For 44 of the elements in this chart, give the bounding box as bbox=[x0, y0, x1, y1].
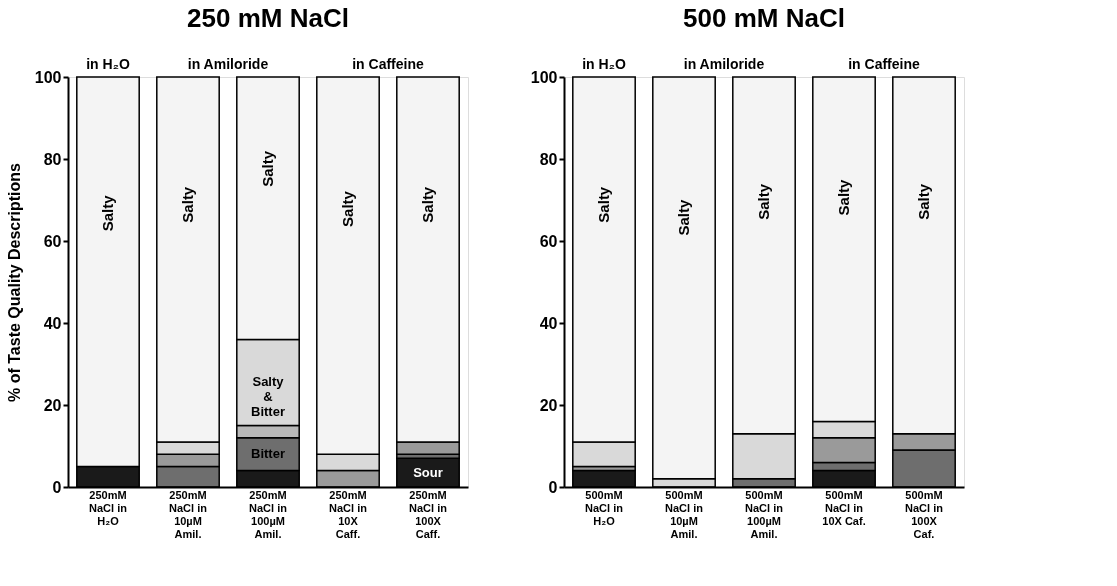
x-tick-label: 500mM NaCl in 10X Caf. bbox=[822, 488, 866, 527]
y-tick-label: 60 bbox=[539, 232, 558, 250]
y-axis-title: % of Taste Quality Descriptions bbox=[5, 162, 23, 402]
y-tick-label: 100 bbox=[34, 68, 62, 86]
text: in H₂O bbox=[582, 56, 626, 72]
text: Salty bbox=[419, 186, 436, 223]
text: Salty bbox=[675, 199, 692, 236]
text: in Caffeine bbox=[848, 56, 920, 72]
y-tick-label: 100 bbox=[530, 68, 558, 86]
y-tick-label: 0 bbox=[548, 478, 558, 496]
text: Salty bbox=[339, 191, 356, 227]
y-tick-label: 0 bbox=[52, 478, 62, 496]
x-tick-label: 250mM NaCl in 10µM Amil. bbox=[169, 488, 208, 540]
x-tick-label: 250mM NaCl in 10X Caff. bbox=[329, 488, 368, 540]
x-tick-label: 250mM NaCl in H₂O bbox=[89, 488, 128, 527]
x-tick-label: 500mM NaCl in H₂O bbox=[585, 488, 624, 527]
text: in Amiloride bbox=[187, 56, 269, 72]
x-tick-label: 250mM NaCl in 100X Caff. bbox=[409, 488, 448, 540]
text: in H₂O bbox=[86, 56, 130, 72]
text: in Caffeine bbox=[352, 56, 424, 72]
y-tick-label: 40 bbox=[43, 314, 62, 332]
text: Salty bbox=[915, 183, 932, 220]
y-tick-label: 20 bbox=[539, 396, 558, 414]
series-label: Salty bbox=[179, 186, 196, 223]
x-tick-label: 500mM NaCl in 100µM Amil. bbox=[745, 488, 784, 540]
y-tick-label: 40 bbox=[539, 314, 558, 332]
y-tick-label: 80 bbox=[539, 150, 558, 168]
annotation: Sour bbox=[413, 464, 443, 480]
x-tick-label: 250mM NaCl in 100µM Amil. bbox=[249, 488, 288, 540]
annotation: Bitter bbox=[251, 446, 285, 462]
series-label: Salty bbox=[595, 186, 612, 223]
x-tick-label: 500mM NaCl in 100X Caf. bbox=[905, 488, 944, 540]
y-tick-label: 60 bbox=[43, 232, 62, 250]
x-tick-label: 500mM NaCl in 10µM Amil. bbox=[665, 488, 704, 540]
y-tick-label: 20 bbox=[43, 396, 62, 414]
text: Salty bbox=[835, 179, 852, 216]
annotation: Salty & Bitter bbox=[251, 374, 285, 420]
y-tick-label: 80 bbox=[43, 150, 62, 168]
text: Salty bbox=[755, 183, 772, 220]
text: Salty bbox=[99, 195, 116, 232]
chart-title: 500 mM NaCl bbox=[683, 3, 845, 33]
text: Salty bbox=[259, 150, 276, 187]
chart-title: 250 mM NaCl bbox=[187, 3, 349, 33]
text: in Amiloride bbox=[683, 56, 765, 72]
